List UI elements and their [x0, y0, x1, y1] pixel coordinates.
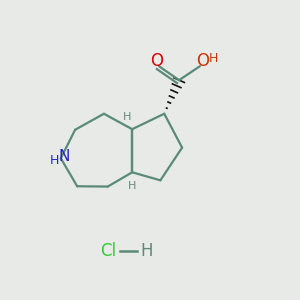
Text: H: H: [208, 52, 218, 65]
Text: H: H: [128, 181, 136, 191]
Text: H: H: [50, 154, 59, 167]
Text: H: H: [141, 242, 153, 260]
Text: O: O: [196, 52, 209, 70]
Text: O: O: [150, 52, 163, 70]
Text: Cl: Cl: [100, 242, 116, 260]
Text: H: H: [123, 112, 131, 122]
Text: N: N: [59, 149, 70, 164]
